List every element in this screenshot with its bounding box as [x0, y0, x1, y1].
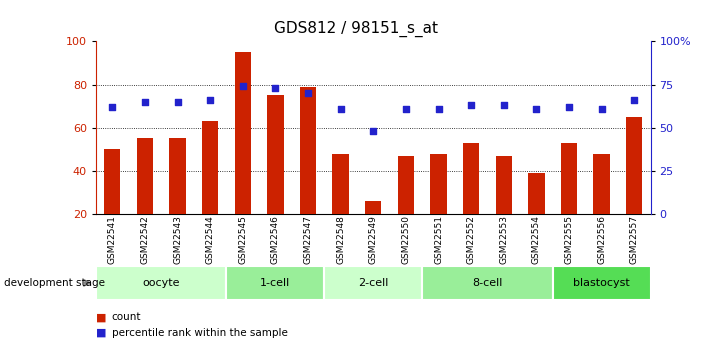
Text: ■: ■	[96, 313, 107, 322]
Point	[237, 83, 248, 89]
Text: GSM22545: GSM22545	[238, 215, 247, 264]
Bar	[227, 266, 324, 300]
Bar	[267, 95, 284, 214]
Text: GSM22553: GSM22553	[499, 215, 508, 264]
Text: percentile rank within the sample: percentile rank within the sample	[112, 328, 287, 338]
Bar	[202, 121, 218, 214]
Text: ■: ■	[96, 328, 107, 338]
Text: GSM22549: GSM22549	[369, 215, 378, 264]
Bar	[528, 173, 545, 214]
Text: GSM22541: GSM22541	[108, 215, 117, 264]
Bar	[333, 154, 349, 214]
Text: 2-cell: 2-cell	[358, 278, 388, 288]
Point	[629, 97, 640, 103]
Point	[498, 102, 510, 108]
Point	[172, 99, 183, 105]
Point	[596, 106, 607, 111]
Bar	[626, 117, 643, 214]
Text: GSM22554: GSM22554	[532, 215, 541, 264]
Bar	[169, 138, 186, 214]
Bar	[235, 52, 251, 214]
Text: GSM22552: GSM22552	[466, 215, 476, 264]
Bar	[104, 149, 120, 214]
Text: 8-cell: 8-cell	[472, 278, 503, 288]
Text: GSM22555: GSM22555	[565, 215, 574, 264]
Point	[269, 85, 281, 91]
Point	[107, 104, 118, 110]
Point	[139, 99, 151, 105]
Bar	[430, 154, 447, 214]
Point	[335, 106, 346, 111]
Text: GSM22551: GSM22551	[434, 215, 443, 264]
Point	[205, 97, 216, 103]
Text: GSM22547: GSM22547	[304, 215, 313, 264]
Text: GSM22548: GSM22548	[336, 215, 345, 264]
Text: GSM22546: GSM22546	[271, 215, 280, 264]
Bar	[96, 266, 227, 300]
Bar	[300, 87, 316, 214]
Text: count: count	[112, 313, 141, 322]
Bar	[552, 266, 651, 300]
Bar	[137, 138, 153, 214]
Text: GSM22544: GSM22544	[205, 215, 215, 264]
Bar	[324, 266, 422, 300]
Text: GSM22556: GSM22556	[597, 215, 606, 264]
Bar	[463, 143, 479, 214]
Point	[368, 128, 379, 134]
Point	[433, 106, 444, 111]
Point	[302, 90, 314, 96]
Point	[530, 106, 542, 111]
Bar	[422, 266, 552, 300]
Bar	[365, 201, 381, 214]
Point	[466, 102, 477, 108]
Point	[563, 104, 574, 110]
Bar	[397, 156, 414, 214]
Text: GSM22557: GSM22557	[630, 215, 638, 264]
Bar	[561, 143, 577, 214]
Text: 1-cell: 1-cell	[260, 278, 291, 288]
Text: GSM22550: GSM22550	[402, 215, 410, 264]
Text: blastocyst: blastocyst	[573, 278, 630, 288]
Text: development stage: development stage	[4, 278, 105, 288]
Bar	[496, 156, 512, 214]
Text: oocyte: oocyte	[142, 278, 180, 288]
Text: GSM22542: GSM22542	[140, 215, 149, 264]
Point	[400, 106, 412, 111]
Text: GSM22543: GSM22543	[173, 215, 182, 264]
Text: GDS812 / 98151_s_at: GDS812 / 98151_s_at	[274, 21, 437, 37]
Bar	[594, 154, 610, 214]
